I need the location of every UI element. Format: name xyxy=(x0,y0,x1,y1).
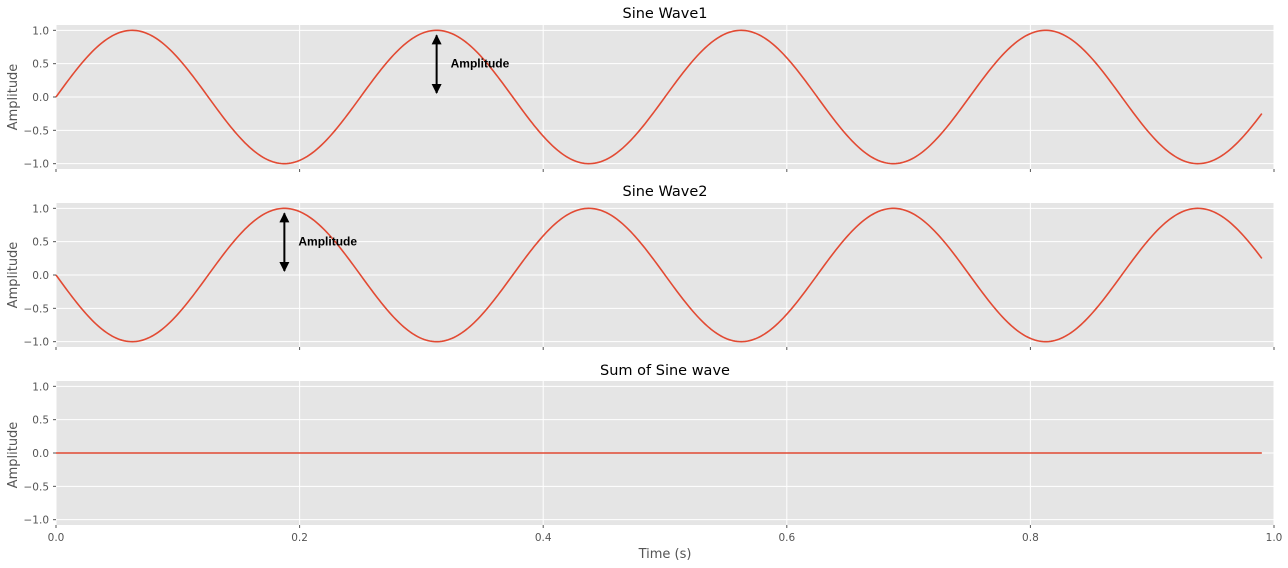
annotation: Amplitude xyxy=(431,34,510,94)
y-tick-label: 1.0 xyxy=(32,25,49,37)
y-ticks: 1.0 0.5 0.0 −0.5 −1.0 xyxy=(24,203,56,349)
y-tick-label: 0.5 xyxy=(32,237,49,249)
x-tick-label: 0.4 xyxy=(535,532,552,544)
chart-title: Sine Wave2 xyxy=(623,184,708,200)
y-tick-label: −0.5 xyxy=(24,303,50,315)
grid xyxy=(55,203,1275,347)
y-axis-label: Amplitude xyxy=(6,422,21,489)
x-tick-label: 0.8 xyxy=(1022,532,1039,544)
annotation: Amplitude xyxy=(279,212,357,272)
series xyxy=(55,29,1263,165)
x-tick-label: 0.6 xyxy=(778,532,795,544)
annotation-label: Amplitude xyxy=(451,57,510,71)
panel-sine-wave2: 1.0 0.5 0.0 −0.5 −1.0 Amplitude Sine Wave2 A… xyxy=(6,184,1275,350)
x-ticks: 0.0 0.2 0.4 0.6 0.8 1.0 xyxy=(48,525,1283,544)
chart-title: Sine Wave1 xyxy=(623,6,708,22)
x-tick-label: 0.0 xyxy=(48,532,65,544)
series-line xyxy=(55,207,1263,343)
y-tick-label: −0.5 xyxy=(24,125,50,137)
x-ticks xyxy=(55,169,1275,172)
y-tick-label: 1.0 xyxy=(32,381,49,393)
y-axis-label: Amplitude xyxy=(6,242,21,309)
y-tick-label: 0.5 xyxy=(32,59,49,71)
series xyxy=(55,207,1263,343)
y-ticks: 1.0 0.5 0.0 −0.5 −1.0 xyxy=(24,381,56,527)
y-tick-label: −1.0 xyxy=(24,515,50,527)
y-tick-label: −0.5 xyxy=(24,481,50,493)
y-tick-label: 0.0 xyxy=(32,448,49,460)
annotation-label: Amplitude xyxy=(298,235,357,249)
y-tick-label: 1.0 xyxy=(32,203,49,215)
y-tick-label: −1.0 xyxy=(24,337,50,349)
panel-sine-wave1: 1.0 0.5 0.0 −0.5 −1.0 Amplitude Sine Wave1 A… xyxy=(6,6,1275,172)
y-tick-label: 0.5 xyxy=(32,415,49,427)
x-tick-label: 1.0 xyxy=(1266,532,1283,544)
x-ticks xyxy=(55,347,1275,350)
y-tick-label: 0.0 xyxy=(32,92,49,104)
series-line xyxy=(55,29,1263,165)
x-axis-label: Time (s) xyxy=(638,547,692,562)
y-ticks: 1.0 0.5 0.0 −0.5 −1.0 xyxy=(24,25,56,171)
y-axis-label: Amplitude xyxy=(6,64,21,131)
panel-sum-of-sine-wave: 1.0 0.5 0.0 −0.5 −1.0 0.0 0.2 0.4 0.6 0.8 1.0 Sum… xyxy=(6,363,1282,562)
y-tick-label: −1.0 xyxy=(24,159,50,171)
chart-title: Sum of Sine wave xyxy=(600,363,730,379)
y-tick-label: 0.0 xyxy=(32,270,49,282)
x-tick-label: 0.2 xyxy=(291,532,308,544)
